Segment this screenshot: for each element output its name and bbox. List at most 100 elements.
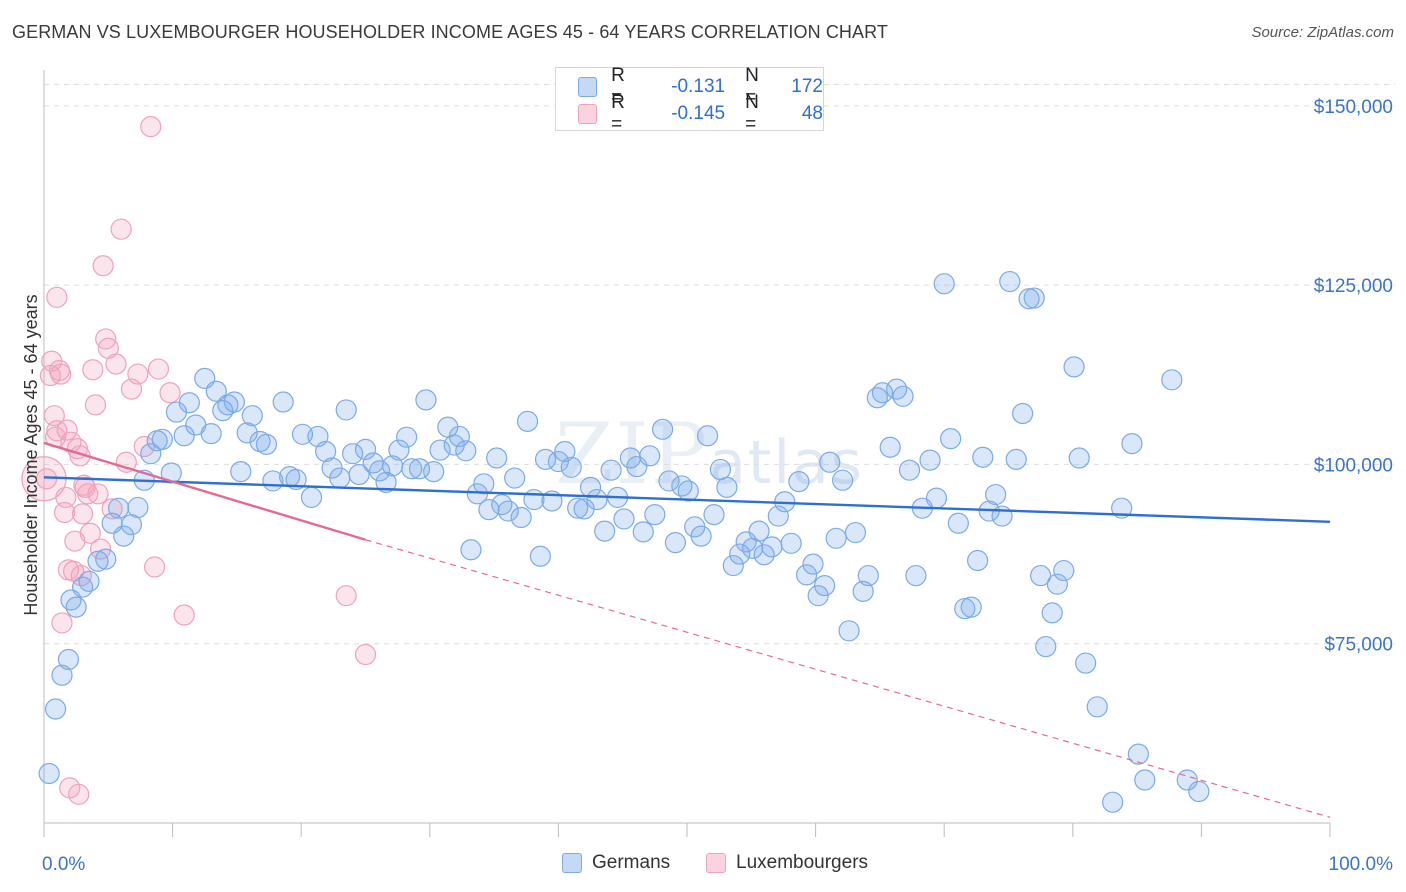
germans-n-value: 172: [791, 76, 823, 97]
germans-point: [354, 438, 377, 460]
germans-point: [567, 497, 589, 519]
germans-point: [898, 459, 921, 481]
germans-point: [1121, 433, 1143, 455]
germans-point: [852, 580, 874, 602]
luxembourgers-trend-line: [43, 441, 366, 541]
germans-point: [1188, 780, 1210, 803]
germans-point: [722, 554, 744, 577]
luxembourgers-point: [173, 604, 195, 626]
germans-point: [1111, 497, 1133, 519]
y-axis-label: Householder Income Ages 45 - 64 years: [21, 294, 41, 615]
germans-point: [802, 553, 824, 575]
germans-point: [291, 423, 314, 445]
germans-point: [972, 446, 994, 468]
germans-point: [967, 549, 989, 572]
luxembourgers-point: [84, 394, 107, 416]
germans-point: [516, 410, 539, 432]
germans-point: [491, 493, 513, 516]
legend-r-label: R =: [611, 92, 625, 135]
germans-point: [1068, 447, 1090, 469]
germans-point: [960, 596, 982, 618]
trend-lines: [43, 441, 1331, 818]
germans-point: [534, 448, 557, 471]
germans-point: [748, 520, 770, 542]
luxembourgers-r-value: -0.145: [671, 103, 726, 124]
luxembourgers-point: [110, 218, 132, 240]
germans-point: [127, 496, 149, 519]
bottom-legend: Germans Luxembourgers: [0, 852, 1406, 878]
germans-point: [504, 467, 526, 489]
germans-point: [160, 462, 182, 484]
germans-point: [57, 648, 80, 671]
germans-point: [205, 380, 227, 402]
germans-point: [1127, 743, 1149, 765]
germans-point: [985, 483, 1007, 506]
luxembourgers-point: [335, 585, 357, 607]
germans-point: [547, 450, 570, 473]
germans-point: [396, 426, 418, 448]
germans-point: [429, 439, 451, 461]
germans-point: [690, 525, 712, 547]
germans-point: [236, 422, 258, 444]
germans-point: [369, 460, 391, 482]
germans-swatch: [562, 853, 582, 873]
legend: R = -0.131 N = 172 R = -0.145 N = 48: [555, 65, 824, 135]
germans-point: [478, 499, 500, 521]
germans-point: [375, 471, 397, 493]
germans-point: [455, 440, 477, 462]
germans-point: [78, 570, 100, 592]
germans-point: [423, 461, 445, 483]
chart-title: GERMAN VS LUXEMBOURGER HOUSEHOLDER INCOM…: [12, 22, 888, 42]
germans-point: [255, 433, 278, 455]
germans-point: [919, 449, 941, 471]
luxembourgers-point: [79, 522, 101, 544]
germans-point: [87, 550, 109, 572]
germans-point: [1086, 696, 1108, 718]
germans-point: [1161, 369, 1183, 391]
legend-row-germans: R = -0.131 N = 172: [578, 65, 823, 108]
bottom-legend-luxembourgers-label: Luxembourgers: [736, 852, 869, 873]
germans-point: [342, 443, 364, 465]
luxembourgers-points: [21, 116, 377, 805]
y-tick-label: $75,000: [1324, 635, 1393, 656]
germans-point: [644, 504, 666, 526]
luxembourgers-point: [354, 643, 377, 666]
germans-point: [223, 391, 245, 413]
germans-point: [529, 545, 551, 567]
germans-point: [795, 564, 818, 586]
luxembourgers-point: [73, 474, 95, 496]
bottom-legend-germans: Germans: [562, 852, 670, 874]
germans-point: [51, 664, 73, 686]
germans-point: [1063, 356, 1085, 378]
germans-point: [554, 440, 576, 463]
germans-point: [703, 504, 725, 526]
germans-point: [892, 385, 914, 407]
germans-swatch: [578, 77, 598, 97]
germans-point: [95, 548, 117, 570]
source-label: Source: ZipAtlas.com: [1251, 24, 1394, 41]
luxembourgers-point: [159, 382, 181, 404]
germans-point: [65, 596, 87, 618]
germans-point: [696, 425, 719, 447]
germans-point: [807, 585, 829, 607]
germans-point: [832, 469, 854, 491]
germans-point: [780, 532, 802, 554]
luxembourgers-point: [147, 358, 170, 380]
germans-point: [716, 476, 738, 498]
germans-point: [38, 762, 60, 785]
germans-point: [844, 521, 867, 544]
luxembourgers-swatch: [578, 104, 598, 124]
germans-point: [677, 480, 699, 502]
bottom-legend-luxembourgers: Luxembourgers: [706, 852, 868, 874]
luxembourgers-point: [127, 363, 149, 385]
bottom-legend-germans-label: Germans: [592, 852, 671, 873]
germans-point: [709, 458, 732, 481]
germans-point: [1041, 602, 1063, 624]
germans-point: [473, 473, 495, 495]
luxembourgers-point: [140, 116, 162, 138]
germans-point: [497, 500, 519, 522]
x-tick-label-start: 0.0%: [42, 854, 85, 875]
germans-point: [113, 525, 135, 547]
germans-point: [388, 439, 410, 461]
